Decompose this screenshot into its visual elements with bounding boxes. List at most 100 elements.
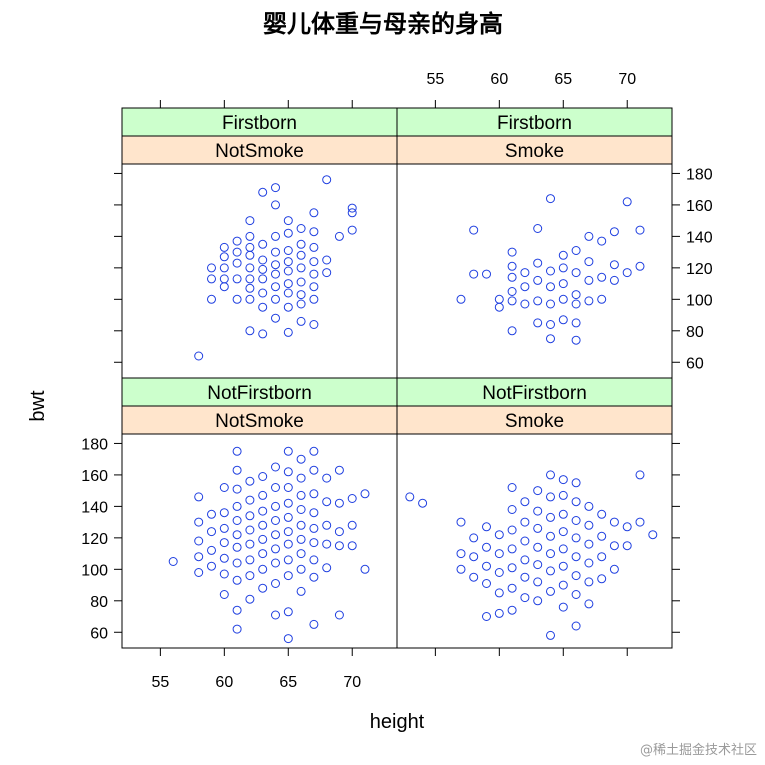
data-point <box>309 269 319 279</box>
data-point <box>533 577 543 587</box>
data-point <box>283 302 293 312</box>
data-point <box>283 483 293 492</box>
data-point <box>609 541 619 551</box>
data-point <box>283 607 293 617</box>
data-point <box>245 294 255 304</box>
data-point <box>219 553 229 563</box>
data-point <box>558 580 568 590</box>
data-point <box>296 564 306 574</box>
data-point <box>520 282 530 292</box>
data-point <box>456 517 466 527</box>
data-point <box>283 539 293 549</box>
data-point <box>456 294 466 304</box>
data-point <box>283 216 293 226</box>
data-point <box>283 512 293 522</box>
data-point <box>456 549 466 559</box>
data-point <box>271 260 280 270</box>
data-point <box>309 572 319 582</box>
data-point <box>507 605 517 615</box>
data-point <box>207 545 216 555</box>
strip-bg <box>121 405 398 435</box>
data-point <box>309 294 319 304</box>
data-point <box>558 279 568 289</box>
data-point <box>194 492 204 502</box>
data-point <box>622 541 632 551</box>
data-point <box>283 246 293 255</box>
data-point <box>309 465 319 475</box>
data-point <box>322 563 332 573</box>
data-point <box>456 564 466 574</box>
data-point <box>546 470 555 480</box>
data-point <box>571 299 581 309</box>
data-point <box>271 269 280 279</box>
data-point <box>245 495 255 505</box>
data-point <box>207 294 216 304</box>
data-point <box>520 593 530 603</box>
data-point <box>334 541 344 551</box>
data-point <box>271 247 280 257</box>
data-point <box>520 536 530 546</box>
data-point <box>296 277 306 287</box>
data-point <box>245 250 255 260</box>
data-point <box>558 263 568 273</box>
data-point <box>635 517 645 527</box>
data-point <box>347 494 357 503</box>
data-point <box>296 505 306 514</box>
data-point <box>271 501 280 511</box>
data-point <box>232 294 242 304</box>
data-point <box>507 505 517 514</box>
data-point <box>309 282 319 292</box>
data-point <box>533 486 543 496</box>
data-point <box>309 320 319 329</box>
strip-label-parity: Firstborn <box>497 113 572 134</box>
y-tick-label-left: 80 <box>90 594 108 611</box>
data-point <box>296 224 306 233</box>
data-point <box>232 530 242 540</box>
data-point <box>507 247 517 257</box>
data-point <box>283 279 293 289</box>
data-point <box>507 272 517 282</box>
data-point <box>309 555 319 565</box>
data-point <box>207 561 216 571</box>
data-point <box>309 508 319 518</box>
strip-label-smoke: Smoke <box>505 141 564 162</box>
data-point <box>334 465 344 475</box>
data-point <box>322 539 332 549</box>
data-point <box>469 533 479 543</box>
data-point <box>622 268 632 278</box>
data-point <box>219 282 229 292</box>
data-point <box>546 586 555 596</box>
data-point <box>609 517 619 527</box>
strip-bg <box>396 377 673 407</box>
data-point <box>546 194 555 204</box>
data-point <box>309 489 319 499</box>
strip-bg <box>121 377 398 407</box>
data-point <box>219 263 229 273</box>
data-point <box>296 520 306 530</box>
data-point <box>597 294 607 304</box>
data-point <box>571 497 581 507</box>
strip-label-smoke: Smoke <box>505 411 564 432</box>
data-point <box>507 287 517 296</box>
data-point <box>194 552 204 562</box>
data-point <box>232 247 242 257</box>
data-point <box>609 275 619 285</box>
data-point <box>584 257 594 267</box>
data-point <box>494 294 504 304</box>
data-point <box>584 558 594 568</box>
data-point <box>258 255 268 265</box>
data-point <box>271 516 280 525</box>
data-point <box>168 557 178 566</box>
y-tick-label-left: 100 <box>81 562 108 579</box>
data-point <box>232 501 242 511</box>
data-point <box>347 541 357 551</box>
data-point <box>507 544 517 554</box>
data-point <box>232 558 242 568</box>
data-point <box>207 509 216 519</box>
data-point <box>584 539 594 549</box>
data-point <box>271 231 280 241</box>
data-point <box>207 274 216 284</box>
data-point <box>232 542 242 552</box>
data-point <box>648 530 658 540</box>
data-point <box>558 294 568 304</box>
